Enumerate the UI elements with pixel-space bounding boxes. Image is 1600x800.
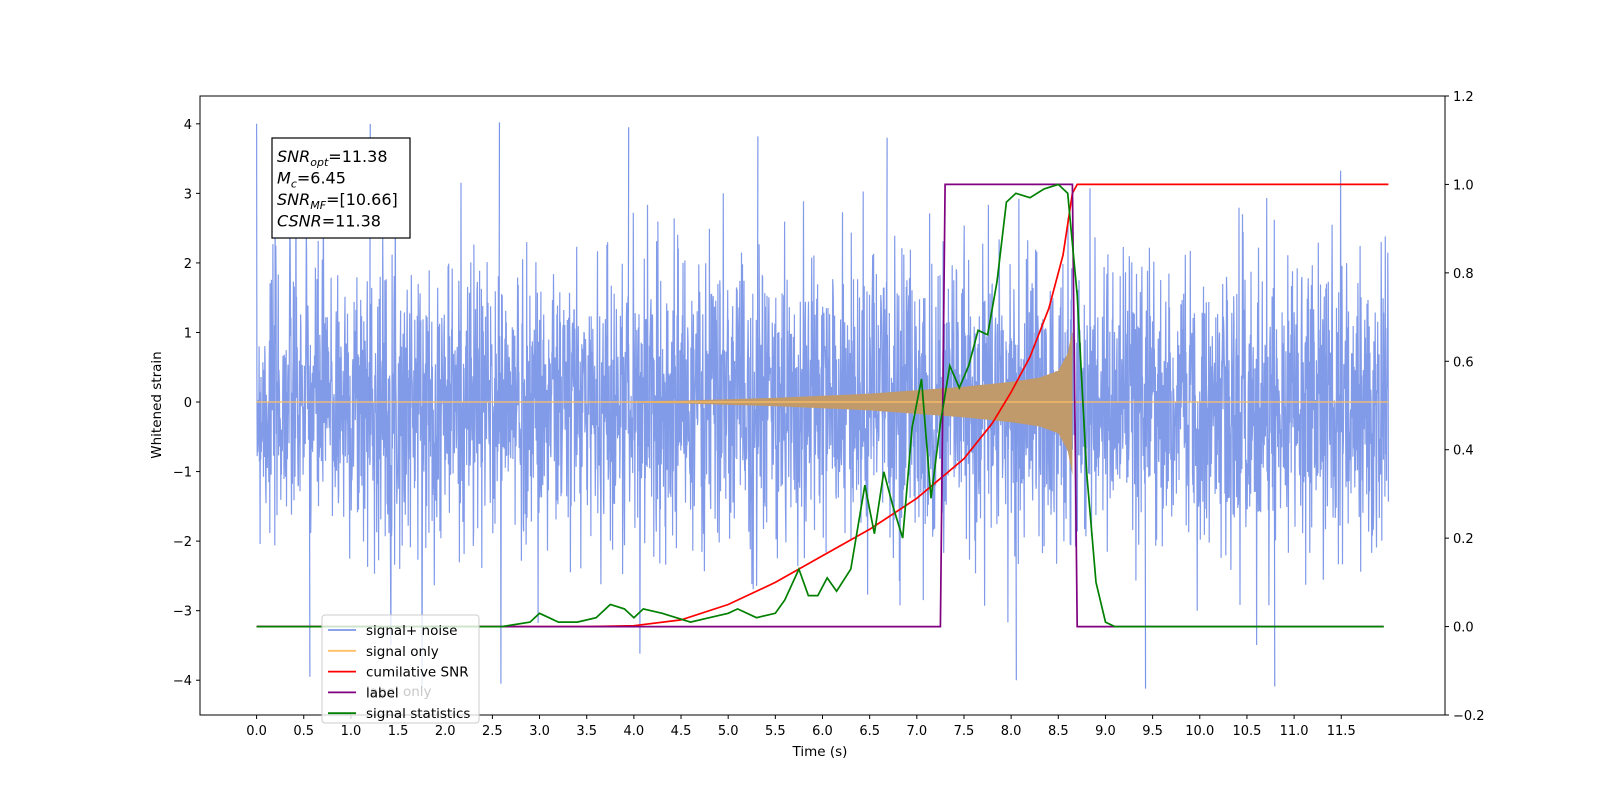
- y-axis-right: −0.2 0.0 0.2 0.4 0.6 0.8 1.0 1.2: [1445, 90, 1485, 724]
- y2-tick-label: 0.0: [1453, 621, 1474, 636]
- y-tick-label: 3: [184, 187, 192, 202]
- y-axis-label: Whitened strain: [149, 351, 165, 458]
- x-axis-label: Time (s): [792, 744, 848, 760]
- x-tick-label: 1.5: [388, 724, 409, 739]
- x-tick-label: 9.0: [1095, 724, 1116, 739]
- cumilative-snr-line: [256, 183, 1389, 628]
- x-tick-label: 4.0: [624, 724, 645, 739]
- x-tick-label: 4.5: [671, 724, 692, 739]
- x-tick-label: 9.5: [1142, 724, 1163, 739]
- y-tick-label: 0: [184, 396, 192, 411]
- info-box: SNRopt=11.38Mc=6.45SNRMF=[10.66]CSNR=11.…: [271, 137, 411, 239]
- x-tick-label: 11.5: [1327, 724, 1356, 739]
- info-line: Mc=6.45: [277, 169, 346, 191]
- x-tick-label: 8.0: [1001, 724, 1022, 739]
- line-series: [256, 183, 1389, 628]
- x-tick-label: 8.5: [1048, 724, 1069, 739]
- y2-tick-label: 1.2: [1453, 90, 1474, 105]
- x-tick-label: 5.0: [718, 724, 739, 739]
- signal-statistics-line: [256, 183, 1384, 628]
- x-tick-label: 0.0: [246, 724, 267, 739]
- legend-label: signal+ noise: [366, 623, 457, 639]
- x-tick-label: 1.0: [341, 724, 362, 739]
- signal-only-series: [256, 329, 1389, 476]
- y-tick-label: 1: [184, 326, 192, 341]
- y-tick-label: 2: [184, 257, 192, 272]
- y-tick-label: −2: [173, 535, 192, 550]
- info-box-frame: [271, 137, 411, 239]
- x-axis: 0.0 0.5 1.0 1.5 2.0 2.5 3.0 3.5 4.0 4.5 5.0 5.5 6.0 6…: [246, 715, 1356, 739]
- x-tick-label: 10.5: [1232, 724, 1261, 739]
- info-line: CSNR=11.38: [277, 212, 381, 231]
- x-tick-label: 7.5: [954, 724, 975, 739]
- y2-tick-label: 0.6: [1453, 355, 1474, 370]
- y2-tick-label: 0.4: [1453, 444, 1474, 459]
- y-tick-label: −1: [173, 466, 192, 481]
- legend-label: cumilative SNR: [366, 665, 469, 681]
- legend-ghost-text: label only: [366, 684, 432, 700]
- noise-series: [256, 122, 1389, 689]
- legend-label: signal statistics: [366, 706, 470, 722]
- x-tick-label: 5.5: [765, 724, 786, 739]
- x-tick-label: 0.5: [293, 724, 314, 739]
- x-tick-label: 3.5: [576, 724, 597, 739]
- x-tick-label: 7.0: [906, 724, 927, 739]
- x-tick-label: 2.5: [482, 724, 503, 739]
- y-tick-label: 4: [184, 118, 192, 133]
- noise-line: [256, 123, 1389, 688]
- x-tick-label: 10.0: [1185, 724, 1214, 739]
- y2-tick-label: −0.2: [1453, 709, 1485, 724]
- y2-tick-label: 0.2: [1453, 532, 1474, 547]
- legend: label only signal+ noise signal only cumila…: [321, 614, 480, 724]
- y2-tick-label: 1.0: [1453, 178, 1474, 193]
- info-line: SNRMF=[10.66]: [277, 190, 398, 212]
- y2-tick-label: 0.8: [1453, 267, 1474, 282]
- y-tick-label: −3: [173, 605, 192, 620]
- x-tick-label: 6.5: [859, 724, 880, 739]
- legend-frame: [321, 614, 480, 724]
- x-tick-label: 2.0: [435, 724, 456, 739]
- legend-label: label: [366, 685, 399, 701]
- y-axis-left: −4 −3 −2 −1 0 1 2 3 4: [173, 118, 200, 689]
- info-line: SNRopt=11.38: [277, 147, 388, 169]
- x-tick-label: 11.0: [1280, 724, 1309, 739]
- legend-label: signal only: [366, 644, 439, 660]
- x-tick-label: 3.0: [529, 724, 550, 739]
- y-tick-label: −4: [173, 674, 192, 689]
- x-tick-label: 6.0: [812, 724, 833, 739]
